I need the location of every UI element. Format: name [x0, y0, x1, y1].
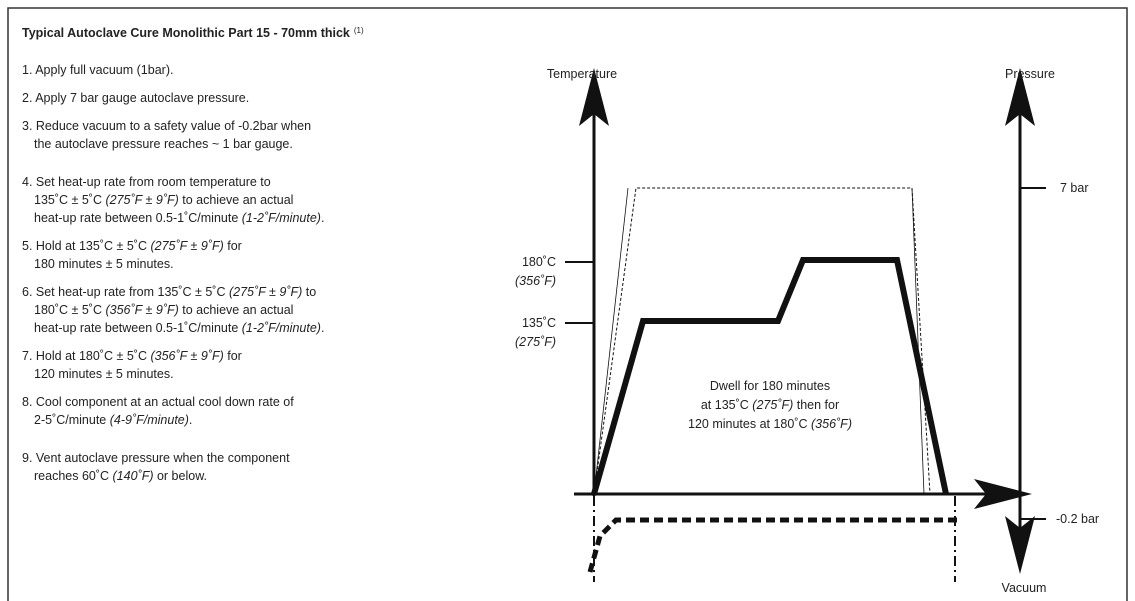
text: 1. Apply full vacuum (1bar).: [22, 63, 173, 77]
axis-label: Temperature: [547, 67, 617, 81]
italic-text: (356˚F ± 9˚F): [150, 349, 223, 363]
text-line: 1. Apply full vacuum (1bar).: [22, 63, 173, 77]
arrow: [1005, 516, 1035, 574]
text-line: 180˚C ± 5˚C (356˚F ± 9˚F) to achieve an …: [34, 303, 293, 317]
text-line: 3. Reduce vacuum to a safety value of -0…: [22, 119, 311, 133]
text-line: heat-up rate between 0.5-1˚C/minute (1-2…: [34, 321, 324, 335]
frame: [7, 7, 1128, 601]
text-line: 2. Apply 7 bar gauge autoclave pressure.: [22, 91, 249, 105]
text: the autoclave pressure reaches ~ 1 bar g…: [34, 137, 293, 151]
text: to achieve an actual: [179, 303, 294, 317]
italic-text: (356˚F): [811, 417, 852, 431]
tick-label: 180˚C: [522, 255, 556, 269]
text: 180˚C ± 5˚C: [34, 303, 105, 317]
text: 4. Set heat-up rate from room temperatur…: [22, 175, 271, 189]
text-line: 6. Set heat-up rate from 135˚C ± 5˚C (27…: [22, 285, 316, 299]
text-line: at 135˚C (275˚F) then for: [701, 398, 839, 412]
text: 6. Set heat-up rate from 135˚C ± 5˚C: [22, 285, 229, 299]
tick-label: (275˚F): [515, 335, 556, 349]
footnote-ref: (1): [354, 26, 364, 35]
text-line: the autoclave pressure reaches ~ 1 bar g…: [34, 137, 293, 151]
text: to: [302, 285, 316, 299]
text-line: 9. Vent autoclave pressure when the comp…: [22, 451, 290, 465]
italic-text: (1-2˚F/minute): [242, 321, 321, 335]
text-line: 135˚C ± 5˚C (275˚F ± 9˚F) to achieve an …: [34, 193, 293, 207]
pressure-curve: [593, 187, 931, 495]
text: 3. Reduce vacuum to a safety value of -0…: [22, 119, 311, 133]
italic-text: (275˚F ± 9˚F): [150, 239, 223, 253]
tick-label: (356˚F): [515, 274, 556, 288]
text-line: 2-5˚C/minute (4-9˚F/minute).: [34, 413, 192, 427]
text: at 135˚C: [701, 398, 752, 412]
arrow: [579, 68, 609, 126]
arrow: [1005, 68, 1035, 126]
text: 2-5˚C/minute: [34, 413, 110, 427]
temperature-curve: [591, 257, 949, 495]
tick-label: 7 bar: [1060, 181, 1089, 195]
text: 8. Cool component at an actual cool down…: [22, 395, 294, 409]
text: .: [321, 321, 324, 335]
text: then for: [793, 398, 839, 412]
text-line: 4. Set heat-up rate from room temperatur…: [22, 175, 271, 189]
text-line: Dwell for 180 minutes: [710, 379, 830, 393]
text-line: 8. Cool component at an actual cool down…: [22, 395, 294, 409]
italic-text: (4-9˚F/minute): [110, 413, 189, 427]
text-line: reaches 60˚C (140˚F) or below.: [34, 469, 207, 483]
text-line: 120 minutes at 180˚C (356˚F): [688, 417, 852, 431]
text-line: 180 minutes ± 5 minutes.: [34, 257, 174, 271]
tick-label: -0.2 bar: [1056, 512, 1099, 526]
diagram: [565, 68, 1046, 582]
text-line: 120 minutes ± 5 minutes.: [34, 367, 174, 381]
text: .: [189, 413, 192, 427]
axis-label: Pressure: [1005, 67, 1055, 81]
arrow: [974, 479, 1032, 509]
text: for: [224, 349, 242, 363]
italic-text: (275˚F ± 9˚F): [105, 193, 178, 207]
text-line: 7. Hold at 180˚C ± 5˚C (356˚F ± 9˚F) for: [22, 349, 242, 363]
text: heat-up rate between 0.5-1˚C/minute: [34, 321, 242, 335]
text: 2. Apply 7 bar gauge autoclave pressure.: [22, 91, 249, 105]
italic-text: (275˚F ± 9˚F): [229, 285, 302, 299]
italic-text: (1-2˚F/minute): [242, 211, 321, 225]
text: to achieve an actual: [179, 193, 294, 207]
text: 180 minutes ± 5 minutes.: [34, 257, 174, 271]
text: 9. Vent autoclave pressure when the comp…: [22, 451, 290, 465]
title-line: Typical Autoclave Cure Monolithic Part 1…: [22, 26, 364, 40]
text: heat-up rate between 0.5-1˚C/minute: [34, 211, 242, 225]
text: 5. Hold at 135˚C ± 5˚C: [22, 239, 150, 253]
text: .: [321, 211, 324, 225]
text: 120 minutes ± 5 minutes.: [34, 367, 174, 381]
italic-text: (356˚F ± 9˚F): [105, 303, 178, 317]
labels: 1. Apply full vacuum (1bar). 2. Apply 7 b…: [22, 63, 1099, 595]
text: reaches 60˚C: [34, 469, 113, 483]
vacuum-curve: [587, 517, 960, 573]
text: 7. Hold at 180˚C ± 5˚C: [22, 349, 150, 363]
text: for: [224, 239, 242, 253]
text: 135˚C ± 5˚C: [34, 193, 105, 207]
italic-text: (140˚F): [113, 469, 154, 483]
pressure-curve-outline: [593, 187, 925, 495]
text: Dwell for 180 minutes: [710, 379, 830, 393]
text-line: 5. Hold at 135˚C ± 5˚C (275˚F ± 9˚F) for: [22, 239, 242, 253]
text: 120 minutes at 180˚C: [688, 417, 811, 431]
text-line: heat-up rate between 0.5-1˚C/minute (1-2…: [34, 211, 324, 225]
text: or below.: [154, 469, 208, 483]
italic-text: (275˚F): [752, 398, 793, 412]
title: Typical Autoclave Cure Monolithic Part 1…: [22, 26, 350, 40]
tick-label: 135˚C: [522, 316, 556, 330]
axis-label: Vacuum: [1002, 581, 1047, 595]
